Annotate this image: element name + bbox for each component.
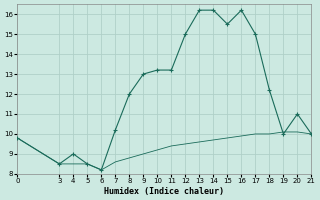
X-axis label: Humidex (Indice chaleur): Humidex (Indice chaleur) [104,187,224,196]
